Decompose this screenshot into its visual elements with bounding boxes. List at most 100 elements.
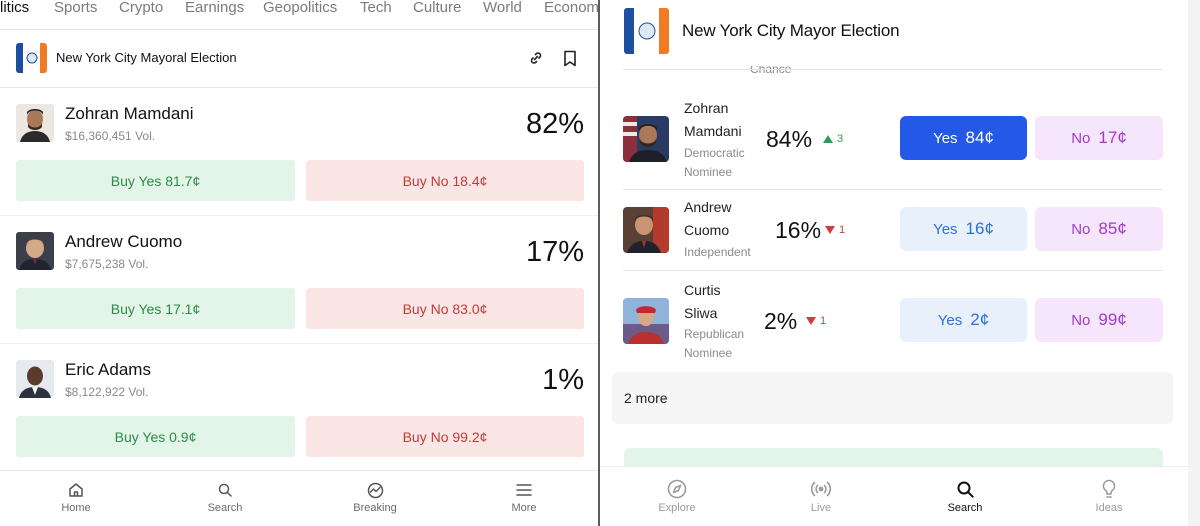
nav-home[interactable]: Home — [26, 471, 126, 526]
buy-no-button[interactable]: Buy No 99.2¢ — [306, 416, 584, 457]
tab-tech[interactable]: Tech — [360, 0, 392, 16]
market-row: Curtis Sliwa Republican Nominee 2% 1 Yes… — [623, 271, 1163, 366]
lightbulb-icon — [1101, 479, 1117, 499]
nav-label: Home — [61, 502, 91, 514]
no-button[interactable]: No 17¢ — [1035, 116, 1163, 160]
tab-sports[interactable]: Sports — [54, 0, 98, 16]
right-app-panel: Chance New York City Mayor Election Zohr… — [601, 0, 1200, 526]
candidate-volume: $16,360,451 Vol. — [65, 129, 156, 143]
link-icon[interactable] — [526, 48, 546, 68]
yes-label: Yes — [933, 129, 958, 147]
candidate-chance: 1% — [542, 364, 584, 396]
nav-search[interactable]: Search — [175, 471, 275, 526]
yes-price: 2¢ — [970, 310, 990, 329]
candidate-chance: 17% — [525, 236, 584, 268]
nav-more[interactable]: More — [474, 471, 574, 526]
candidate-party-role: Nominee — [684, 165, 733, 179]
chance-change: 1 — [825, 224, 845, 236]
no-label: No — [1071, 220, 1091, 238]
market-header: New York City Mayoral Election — [0, 30, 598, 88]
market-row: Andrew Cuomo $7,675,238 Vol. 17% Buy Yes… — [0, 216, 598, 344]
no-price: 85¢ — [1098, 219, 1127, 238]
candidate-last-name: Mamdani — [684, 122, 742, 139]
candidate-avatar — [623, 207, 669, 253]
tab-earnings[interactable]: Earnings — [185, 0, 245, 16]
candidate-party: Independent — [684, 245, 751, 259]
yes-label: Yes — [937, 311, 963, 329]
tab-culture[interactable]: Culture — [413, 0, 462, 16]
tab-politics[interactable]: litics — [0, 0, 30, 16]
no-price: 17¢ — [1098, 128, 1127, 147]
chance-change-value: 1 — [839, 224, 846, 236]
nav-breaking[interactable]: Breaking — [325, 471, 425, 526]
nav-label: Live — [810, 502, 832, 514]
nav-label: Search — [947, 502, 983, 514]
tab-geopolitics[interactable]: Geopolitics — [263, 0, 338, 16]
yes-price: 16¢ — [965, 219, 994, 238]
market-title: New York City Mayoral Election — [56, 50, 237, 65]
candidate-name: Andrew Cuomo — [65, 232, 183, 251]
tab-economy[interactable]: Economy — [544, 0, 600, 16]
bookmark-icon[interactable] — [560, 48, 580, 68]
left-app-panel: litics Sports Crypto Earnings Geopolitic… — [0, 0, 600, 526]
nyc-flag-icon — [624, 8, 669, 54]
buy-no-button[interactable]: Buy No 18.4¢ — [306, 160, 584, 201]
buy-yes-button[interactable]: Buy Yes 17.1¢ — [16, 288, 295, 329]
candidate-last-name: Sliwa — [684, 304, 718, 321]
home-icon — [68, 481, 84, 499]
bottom-nav: Explore Live Search Ideas — [601, 466, 1188, 526]
yes-button[interactable]: Yes 84¢ — [900, 116, 1027, 160]
no-button[interactable]: No 85¢ — [1035, 207, 1163, 251]
yes-label: Yes — [933, 220, 958, 238]
yes-button[interactable]: Yes 16¢ — [900, 207, 1027, 251]
breaking-icon — [367, 481, 384, 499]
candidate-first-name: Zohran — [684, 100, 729, 116]
menu-icon — [516, 481, 532, 499]
chance-change: 3 — [823, 133, 843, 145]
candidate-last-name: Cuomo — [684, 221, 730, 238]
buy-no-button[interactable]: Buy No 83.0¢ — [306, 288, 584, 329]
trend-up-icon — [823, 135, 833, 143]
candidate-party: Republican — [684, 327, 745, 341]
candidate-volume: $7,675,238 Vol. — [65, 257, 149, 271]
nav-live[interactable]: Live — [771, 467, 871, 526]
candidate-chance: 16% — [775, 217, 822, 243]
candidate-avatar — [623, 116, 669, 162]
broadcast-icon — [810, 479, 832, 499]
market-title: New York City Mayor Election — [682, 21, 900, 40]
chance-change-value: 1 — [820, 315, 827, 327]
no-label: No — [1071, 129, 1091, 147]
yes-price: 84¢ — [965, 128, 994, 147]
market-row: Zohran Mamdani Democratic Nominee 84% 3 … — [623, 70, 1163, 190]
trend-down-icon — [806, 317, 816, 325]
candidate-volume: $8,122,922 Vol. — [65, 385, 149, 399]
nav-search[interactable]: Search — [915, 467, 1015, 526]
tab-crypto[interactable]: Crypto — [119, 0, 164, 16]
nav-ideas[interactable]: Ideas — [1059, 467, 1159, 526]
buy-yes-button[interactable]: Buy Yes 81.7¢ — [16, 160, 295, 201]
candidate-avatar — [16, 232, 54, 270]
market-row: Eric Adams $8,122,922 Vol. 1% Buy Yes 0.… — [0, 344, 598, 472]
search-icon — [956, 479, 975, 499]
nav-explore[interactable]: Explore — [627, 467, 727, 526]
scrollbar[interactable] — [1188, 0, 1200, 526]
candidate-chance: 84% — [766, 126, 813, 152]
nav-label: Search — [207, 502, 243, 514]
tab-world[interactable]: World — [483, 0, 522, 16]
show-more-button[interactable]: 2 more — [612, 372, 1173, 424]
market-header: New York City Mayor Election — [601, 0, 1188, 66]
candidate-chance: 82% — [525, 108, 584, 140]
buy-yes-button[interactable]: Buy Yes 0.9¢ — [16, 416, 295, 457]
no-button[interactable]: No 99¢ — [1035, 298, 1163, 342]
candidate-name: Eric Adams — [65, 360, 151, 379]
search-icon — [217, 481, 233, 499]
candidate-chance: 2% — [764, 308, 798, 334]
candidate-party: Democratic — [684, 146, 745, 160]
candidate-first-name: Curtis — [684, 282, 721, 298]
trend-down-icon — [825, 226, 835, 234]
candidate-first-name: Andrew — [684, 199, 732, 215]
nyc-flag-icon — [16, 43, 47, 73]
market-row: Andrew Cuomo Independent 16% 1 Yes 16¢ N… — [623, 190, 1163, 271]
yes-button[interactable]: Yes 2¢ — [900, 298, 1027, 342]
show-more-label: 2 more — [624, 390, 668, 406]
